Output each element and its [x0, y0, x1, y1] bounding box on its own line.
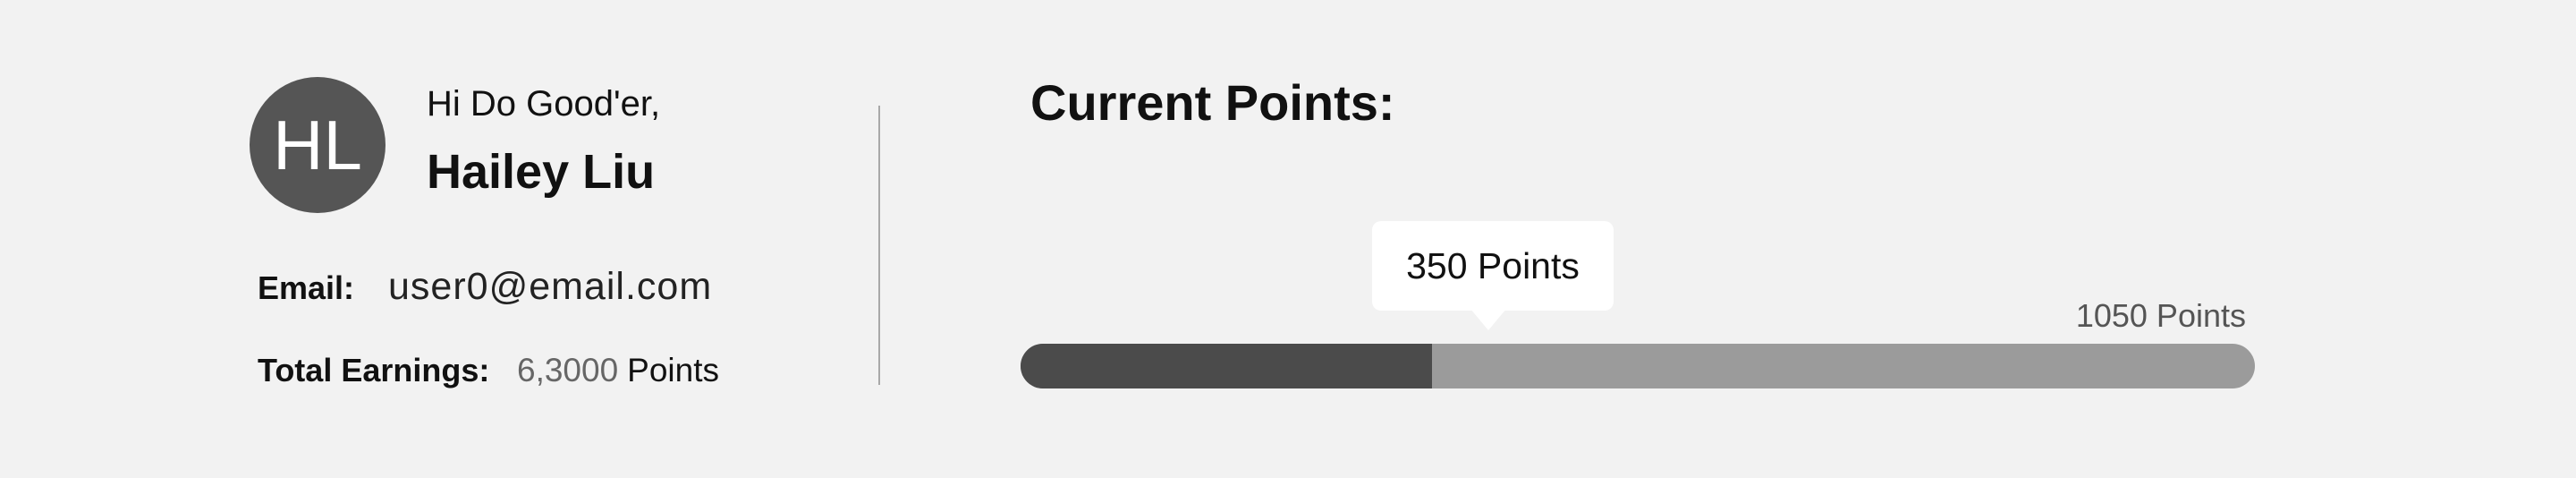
- section-divider: [878, 106, 880, 385]
- current-points-tooltip: 350 Points: [1372, 221, 1614, 311]
- user-name: Hailey Liu: [427, 145, 656, 199]
- total-earnings-value: 6,3000: [517, 352, 619, 388]
- points-progress-bar: [1021, 344, 2255, 388]
- total-earnings-row: Total Earnings: 6,3000 Points: [258, 352, 719, 389]
- total-earnings-label: Total Earnings:: [258, 352, 490, 388]
- tooltip-pointer: [1470, 309, 1506, 330]
- greeting-text: Hi Do Good'er,: [427, 84, 661, 124]
- current-points-title: Current Points:: [1030, 74, 1395, 131]
- avatar-initials: HL: [273, 105, 362, 184]
- current-points-label: 350 Points: [1406, 244, 1580, 286]
- email-value: user0@email.com: [388, 265, 713, 308]
- email-label: Email:: [258, 269, 355, 306]
- points-progress-fill: [1021, 344, 1432, 388]
- max-points-label: 1050 Points: [2075, 297, 2246, 334]
- avatar[interactable]: HL: [250, 77, 386, 213]
- email-row: Email: user0@email.com: [258, 265, 712, 309]
- total-earnings-unit: Points: [627, 352, 720, 388]
